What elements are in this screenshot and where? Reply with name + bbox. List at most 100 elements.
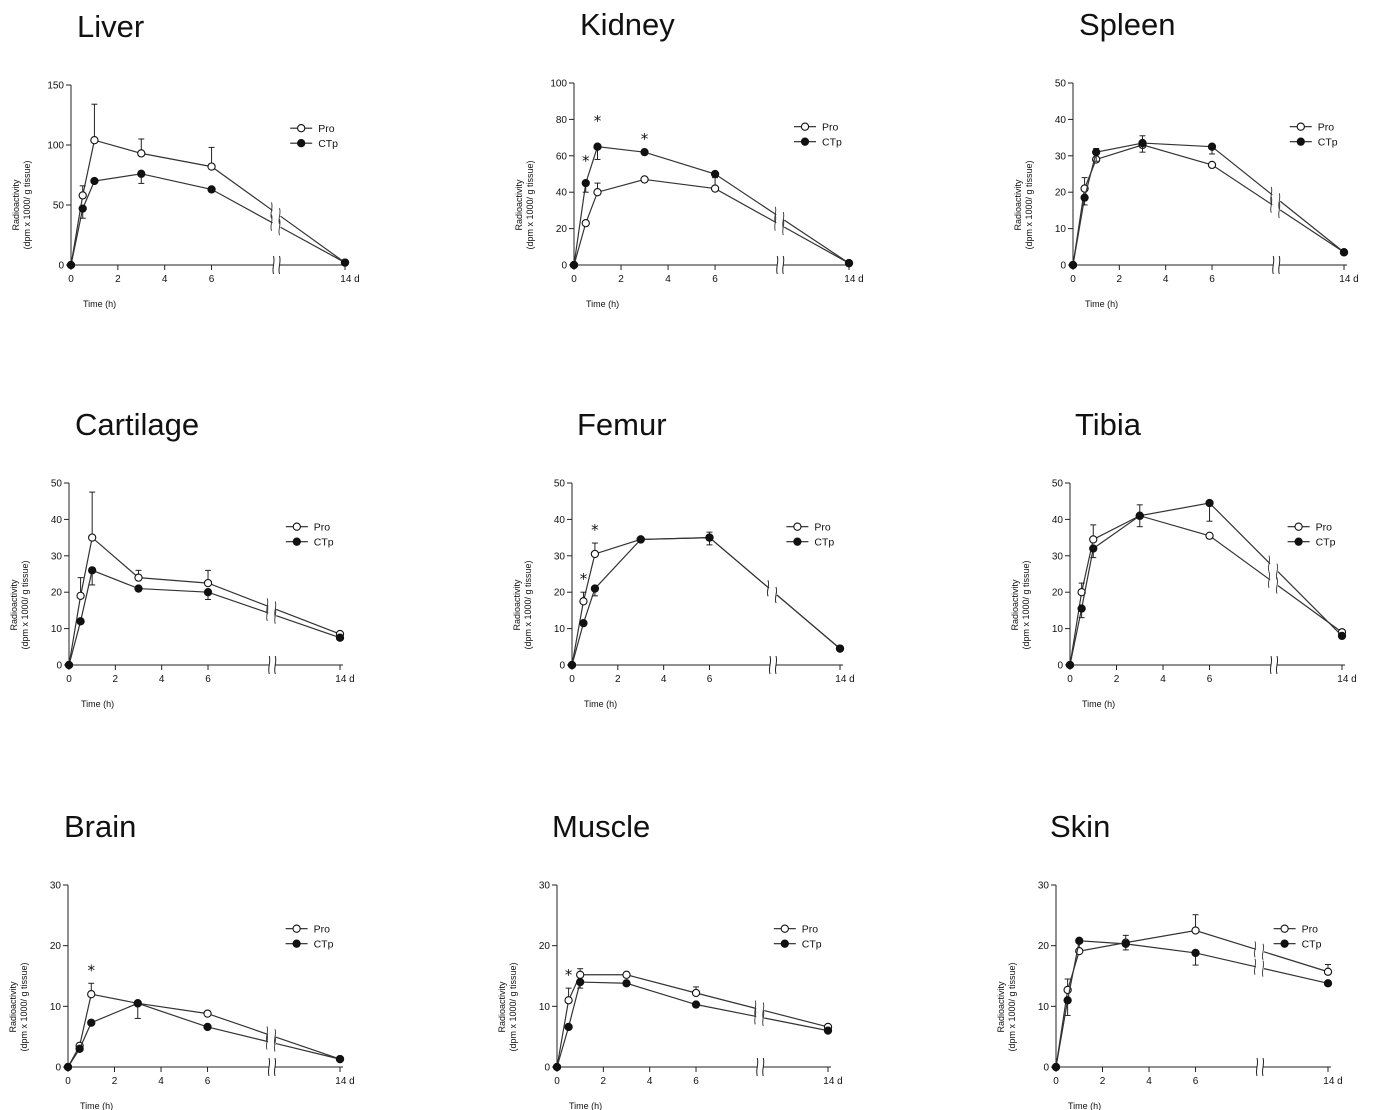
legend-marker [793, 522, 802, 531]
y-tick-label: 20 [50, 941, 62, 952]
significance-star: * [88, 961, 96, 979]
x-tick-label: 0 [66, 674, 72, 685]
x-axis-title: Time (h) [80, 1101, 113, 1110]
data-point-ctp [835, 644, 845, 653]
legend-marker [1294, 537, 1303, 546]
y-tick-label: 20 [554, 588, 566, 599]
chart-panel-cartilage: Cartilage 0 10 20 30 40 50 0 2 4 6 14 d Time (h) Radi… [9, 407, 355, 709]
legend-marker [292, 924, 301, 933]
x-tick-label: 0 [1053, 1076, 1059, 1087]
data-point-ctp [335, 633, 345, 642]
series-line-ctp [776, 594, 841, 650]
axis-break-mark [756, 1057, 759, 1077]
axis-break-mark [768, 655, 772, 675]
y-tick-label: 40 [556, 188, 568, 199]
series-line-ctp [571, 536, 770, 666]
series-line-ctp [1277, 571, 1343, 637]
y-tick-label: 40 [554, 515, 566, 526]
line-break-mark [766, 580, 770, 597]
x-tick-label: 14 d [835, 674, 854, 685]
x-tick-label: 2 [601, 1076, 607, 1087]
data-point-ctp [579, 618, 588, 628]
x-axis-title: Time (h) [1068, 1101, 1101, 1110]
data-point-ctp [1337, 631, 1347, 641]
data-point-ctp [622, 979, 631, 988]
legend-marker [292, 537, 301, 546]
data-point-ctp [64, 660, 74, 670]
data-point-ctp [823, 1026, 833, 1035]
y-tick-label: 0 [1057, 661, 1063, 672]
y-tick-label: 30 [1038, 881, 1050, 892]
axis-break-mask [273, 256, 280, 274]
x-tick-label: 14 d [340, 274, 359, 285]
legend-marker [780, 939, 789, 948]
x-tick-label: 14 d [823, 1076, 842, 1087]
series-line-pro [68, 536, 269, 666]
legend-marker [292, 522, 301, 531]
y-tick-label: 0 [1060, 261, 1066, 272]
x-tick-label: 0 [554, 1076, 560, 1087]
y-axis-title: Radioactivity [9, 579, 19, 631]
x-tick-label: 0 [68, 274, 74, 285]
data-point-ctp [203, 1022, 212, 1032]
y-tick-label: 40 [1052, 515, 1064, 526]
y-tick-label: 30 [539, 881, 551, 892]
y-axis-title: (dpm x 1000/ g tissue) [19, 962, 29, 1051]
x-axis-title: Time (h) [83, 299, 116, 309]
line-break-mark [278, 219, 281, 236]
x-tick-label: 4 [1163, 274, 1169, 285]
legend-marker [292, 939, 301, 948]
y-axis-title: Radioactivity [512, 579, 522, 631]
data-point-pro [207, 162, 216, 171]
axis-break-mark [1275, 655, 1279, 675]
data-point-pro [78, 191, 87, 200]
x-axis-title: Time (h) [81, 699, 114, 709]
y-axis-title: Radioactivity [996, 981, 1006, 1033]
series-line-ctp [1263, 968, 1329, 984]
legend-label-ctp: CTp [1302, 939, 1322, 951]
legend-marker [800, 137, 810, 146]
legend-label-pro: Pro [1302, 924, 1319, 936]
y-tick-label: 50 [51, 479, 63, 490]
significance-star: * [565, 966, 573, 984]
legend-marker [800, 122, 810, 131]
y-axis-title: (dpm x 1000/ g tissue) [22, 160, 32, 249]
data-point-ctp [844, 259, 854, 268]
line-break-mark [266, 604, 269, 622]
axis-break-mark [273, 1057, 277, 1077]
y-axis-title: Radioactivity [8, 981, 18, 1033]
data-point-ctp [1205, 498, 1214, 508]
x-tick-label: 14 d [1323, 1076, 1342, 1087]
x-tick-label: 14 d [1337, 674, 1356, 685]
line-break-mark [762, 1009, 765, 1027]
y-tick-label: 30 [1055, 151, 1067, 162]
line-break-mark [1267, 571, 1271, 588]
line-break-mark [274, 607, 277, 624]
data-point-ctp [1135, 511, 1144, 520]
data-point-pro [710, 184, 720, 193]
legend-label-ctp: CTp [314, 939, 334, 951]
x-axis-title: Time (h) [569, 1101, 602, 1110]
legend-label-pro: Pro [314, 924, 331, 936]
line-break-mark [1253, 941, 1257, 958]
series-line-pro [1279, 209, 1345, 253]
axis-break-mark [774, 655, 778, 675]
axis-break-mask [1273, 256, 1280, 274]
legend-marker [297, 124, 306, 133]
series-line-pro [67, 993, 269, 1068]
significance-star: * [641, 130, 649, 148]
data-point-pro [581, 218, 590, 228]
legend-marker [793, 537, 802, 546]
data-point-pro [564, 996, 573, 1005]
data-point-pro [1089, 535, 1098, 544]
x-tick-label: 4 [158, 1076, 164, 1087]
data-point-pro [1205, 531, 1214, 540]
data-point-ctp [710, 169, 720, 179]
data-point-pro [1191, 926, 1200, 935]
data-point-ctp [137, 169, 146, 178]
x-axis-title: Time (h) [1085, 299, 1118, 309]
y-tick-label: 0 [561, 261, 567, 272]
data-point-ctp [1138, 138, 1147, 148]
y-tick-label: 0 [58, 261, 64, 272]
y-tick-label: 80 [556, 115, 568, 126]
